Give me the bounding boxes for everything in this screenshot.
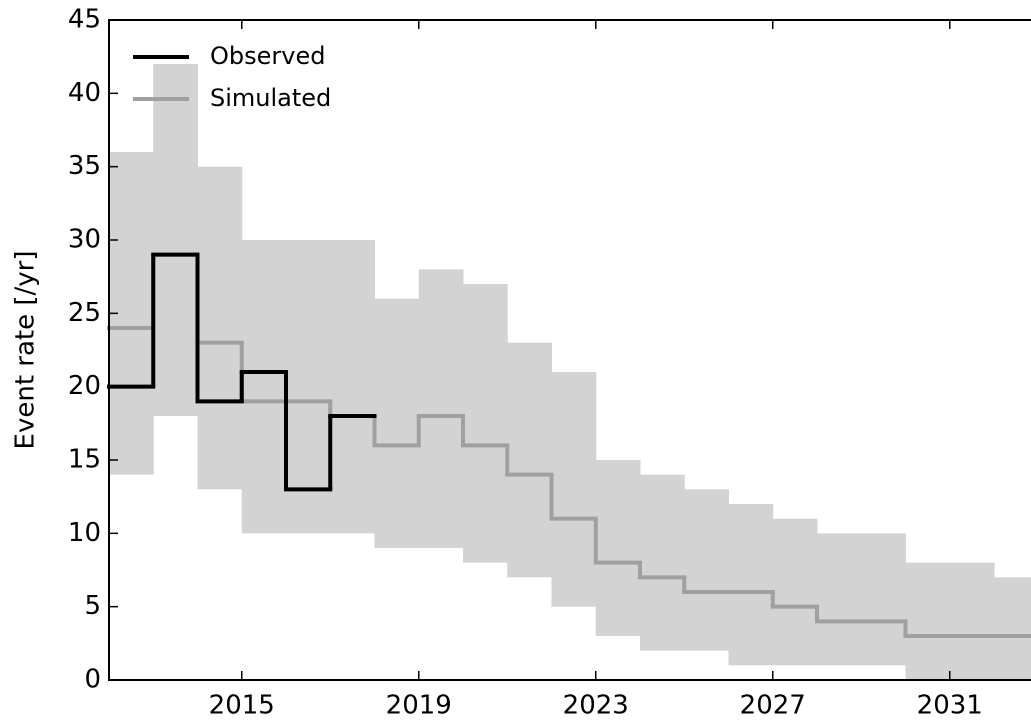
band: [418, 269, 464, 548]
band: [595, 460, 641, 636]
band: [153, 64, 198, 416]
band: [684, 489, 729, 651]
band: [330, 240, 375, 534]
x-tick-label: 2015: [209, 691, 275, 721]
band: [728, 504, 774, 666]
series-0: [107, 252, 377, 492]
y-tick-label: 40: [68, 78, 101, 108]
band: [374, 298, 420, 548]
band: [551, 372, 597, 607]
band: [861, 533, 906, 666]
x-tick-label: 2023: [563, 691, 629, 721]
y-tick-label: 5: [84, 591, 101, 621]
legend-label: Simulated: [210, 84, 331, 112]
y-tick-label: 10: [68, 518, 101, 548]
band: [286, 240, 331, 534]
band: [640, 474, 685, 651]
band: [949, 562, 995, 680]
band: [507, 342, 552, 578]
band: [463, 284, 508, 563]
y-tick-label: 30: [68, 225, 101, 255]
band: [817, 533, 862, 666]
legend-label: Observed: [210, 42, 325, 70]
y-tick-label: 25: [68, 298, 101, 328]
band: [197, 166, 243, 490]
y-tick-label: 35: [68, 151, 101, 181]
band: [241, 240, 287, 534]
x-tick-label: 2031: [917, 691, 983, 721]
axes-frame: [108, 19, 1031, 681]
y-axis-label: Event rate [/yr]: [11, 251, 41, 450]
y-tick-label: 0: [84, 665, 101, 695]
x-tick-label: 2019: [386, 691, 452, 721]
x-tick-label: 2027: [740, 691, 806, 721]
y-tick-label: 20: [68, 371, 101, 401]
band: [905, 562, 951, 680]
band: [994, 577, 1031, 680]
band: [772, 518, 818, 666]
series-1: [107, 252, 1031, 638]
y-tick-label: 15: [68, 445, 101, 475]
y-tick-label: 45: [68, 5, 101, 35]
